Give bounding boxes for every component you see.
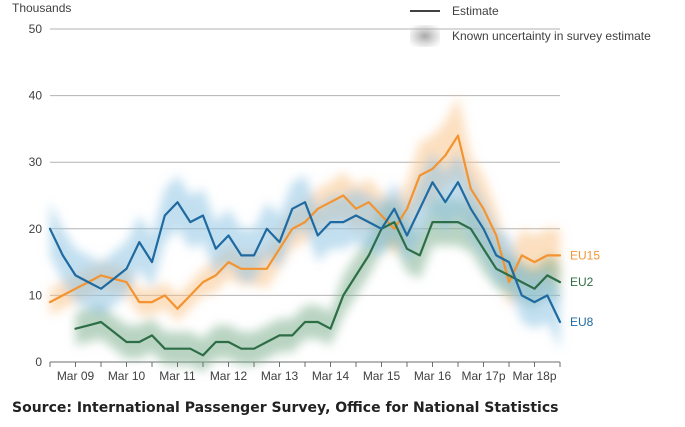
- legend-uncertainty: Known uncertainty in survey estimate: [410, 25, 651, 47]
- y-tick-label: 30: [29, 155, 43, 169]
- x-axis: Mar 09 Mar 10 Mar 11 Mar 12 Mar 13 Mar 14 Mar …: [49, 362, 561, 383]
- y-tick-label: 50: [29, 22, 43, 36]
- x-tick-label: Mar 10: [108, 369, 146, 383]
- source-note: Source: International Passenger Survey, …: [12, 400, 559, 416]
- series-label-eu8: EU8: [570, 315, 594, 329]
- series-line-eu15: [48, 134, 562, 310]
- y-tick-label: 10: [29, 288, 43, 302]
- x-tick-label: Mar 18p: [512, 369, 556, 383]
- legend-uncertainty-label: Known uncertainty in survey estimate: [452, 29, 651, 43]
- y-axis: 0 10 20 30 40 50: [29, 22, 43, 369]
- x-tick-label: Mar 14: [312, 369, 350, 383]
- series-line-eu8: [48, 181, 562, 324]
- legend: Estimate Known uncertainty in survey est…: [410, 0, 651, 47]
- series-end-labels: EU15 EU2 EU8: [570, 248, 600, 329]
- y-tick-label: 20: [29, 222, 43, 236]
- legend-estimate: Estimate: [410, 0, 651, 22]
- x-tick-label: Mar 09: [57, 369, 95, 383]
- uncertainty-band-swatch: [410, 25, 440, 47]
- y-tick-label: 40: [29, 89, 43, 103]
- x-tick-label: Mar 15: [363, 369, 401, 383]
- uncertainty-bands: [50, 95, 560, 372]
- legend-estimate-label: Estimate: [452, 4, 499, 18]
- x-tick-label: Mar 12: [210, 369, 248, 383]
- x-tick-label: Mar 16: [414, 369, 452, 383]
- y-tick-label: 0: [35, 355, 42, 369]
- x-tick-label: Mar 13: [261, 369, 299, 383]
- series-label-eu15: EU15: [570, 248, 600, 262]
- uncertainty-band-eu2: [75, 198, 560, 372]
- x-tick-label: Mar 17p: [461, 369, 505, 383]
- series-line-eu2: [74, 221, 562, 357]
- estimate-line-swatch: [410, 10, 440, 12]
- series-lines: [48, 134, 562, 357]
- series-label-eu2: EU2: [570, 275, 594, 289]
- y-axis-title: Thousands: [12, 1, 72, 15]
- x-tick-label: Mar 11: [159, 369, 196, 383]
